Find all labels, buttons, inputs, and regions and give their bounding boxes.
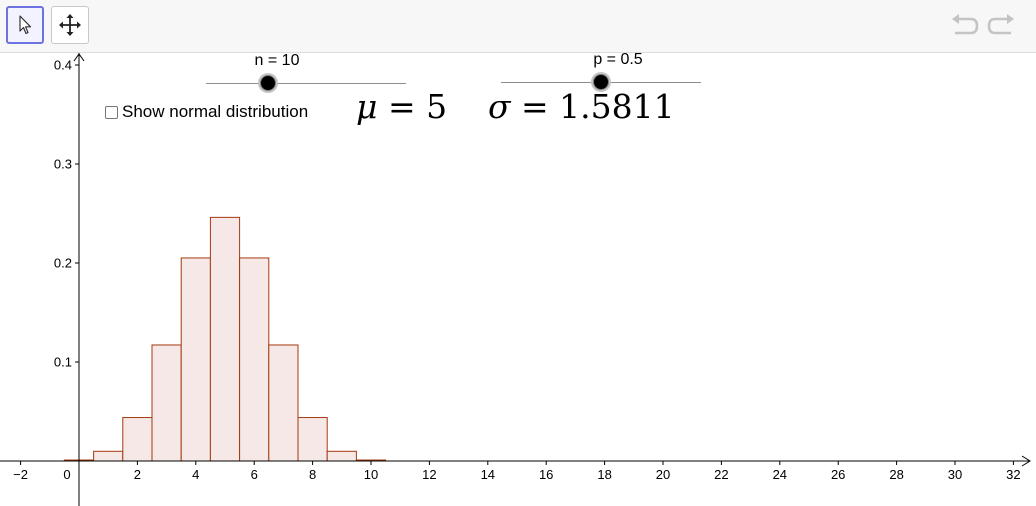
- move-graphics-view-button[interactable]: [51, 6, 89, 44]
- y-tick-label: 0.4: [54, 58, 72, 73]
- y-ticks: 0.1 0.2 0.3 0.4: [54, 58, 79, 370]
- arrow-cursor-icon: [19, 15, 32, 35]
- y-tick-label: 0.2: [54, 256, 72, 271]
- histogram-bar: [151, 344, 182, 462]
- x-tick-label: 12: [422, 467, 436, 482]
- mu-value: 5: [426, 87, 448, 126]
- x-tick-label: 28: [889, 467, 903, 482]
- x-axis-arrow: [1021, 455, 1031, 467]
- slider-n-handle[interactable]: [260, 75, 277, 91]
- x-tick-label: 26: [831, 467, 845, 482]
- y-tick-label: 0.3: [54, 157, 72, 172]
- slider-n-label: n = 10: [254, 52, 300, 69]
- x-tick-label: 8: [309, 467, 316, 482]
- x-tick-label: 16: [539, 467, 553, 482]
- histogram-bar: [297, 417, 328, 462]
- redo-icon: [987, 14, 1014, 35]
- mu-symbol: μ: [356, 87, 378, 126]
- show-normal-checkbox-row[interactable]: Show normal distribution: [105, 102, 308, 122]
- sd-formula: σ = 1.5811: [488, 87, 675, 126]
- histogram-bar: [209, 216, 241, 462]
- x-tick-label: 20: [656, 467, 670, 482]
- histogram-bar: [93, 450, 124, 462]
- toolbar: [0, 0, 1036, 53]
- x-tick-label: 2: [134, 467, 141, 482]
- slider-p-label: p = 0.5: [593, 51, 643, 68]
- x-ticks: −2 0 2 4 6 8 10 12 14 16 18 20 22 24 26 28 30 32: [13, 461, 1021, 482]
- x-tick-label: 6: [251, 467, 258, 482]
- x-tick-label: 10: [364, 467, 378, 482]
- x-tick-label: 30: [948, 467, 962, 482]
- sigma-value: 1.5811: [559, 87, 675, 126]
- axes: −2 0 2 4 6 8 10 12 14 16 18 20 22 24 26 28 30 32 0.10.20.…: [0, 53, 1031, 506]
- undo-button[interactable]: [948, 12, 980, 40]
- histogram-bars: [63, 216, 387, 462]
- four-way-arrows-icon: [59, 14, 81, 36]
- y-tick-label: 0.1: [54, 355, 72, 370]
- undo-icon: [952, 14, 979, 35]
- x-tick-label: 32: [1006, 467, 1020, 482]
- histogram-bar: [180, 257, 211, 462]
- sigma-symbol: σ: [488, 87, 511, 126]
- x-tick-label: 22: [714, 467, 728, 482]
- y-axis-arrow: [73, 53, 85, 62]
- x-tick-label: 4: [192, 467, 199, 482]
- slider-n-track[interactable]: [206, 83, 406, 84]
- show-normal-checkbox[interactable]: [105, 105, 118, 119]
- move-tool-button[interactable]: [6, 6, 44, 44]
- x-tick-label: 18: [597, 467, 611, 482]
- x-tick-label: 14: [481, 467, 495, 482]
- x-tick-label: 0: [63, 467, 70, 482]
- slider-p-handle[interactable]: [593, 74, 609, 90]
- histogram-bar: [122, 417, 153, 462]
- histogram-bar: [326, 450, 357, 462]
- redo-button[interactable]: [986, 12, 1018, 40]
- histogram-bar: [239, 257, 270, 462]
- x-tick-label: 24: [773, 467, 787, 482]
- graphics-view[interactable]: −2 0 2 4 6 8 10 12 14 16 18 20 22 24 26 28 30 32 0.10.20.…: [0, 53, 1036, 506]
- show-normal-checkbox-label: Show normal distribution: [122, 102, 309, 121]
- mean-formula: μ = 5: [356, 87, 448, 126]
- histogram-bar: [268, 344, 299, 462]
- x-tick-label: −2: [13, 467, 28, 482]
